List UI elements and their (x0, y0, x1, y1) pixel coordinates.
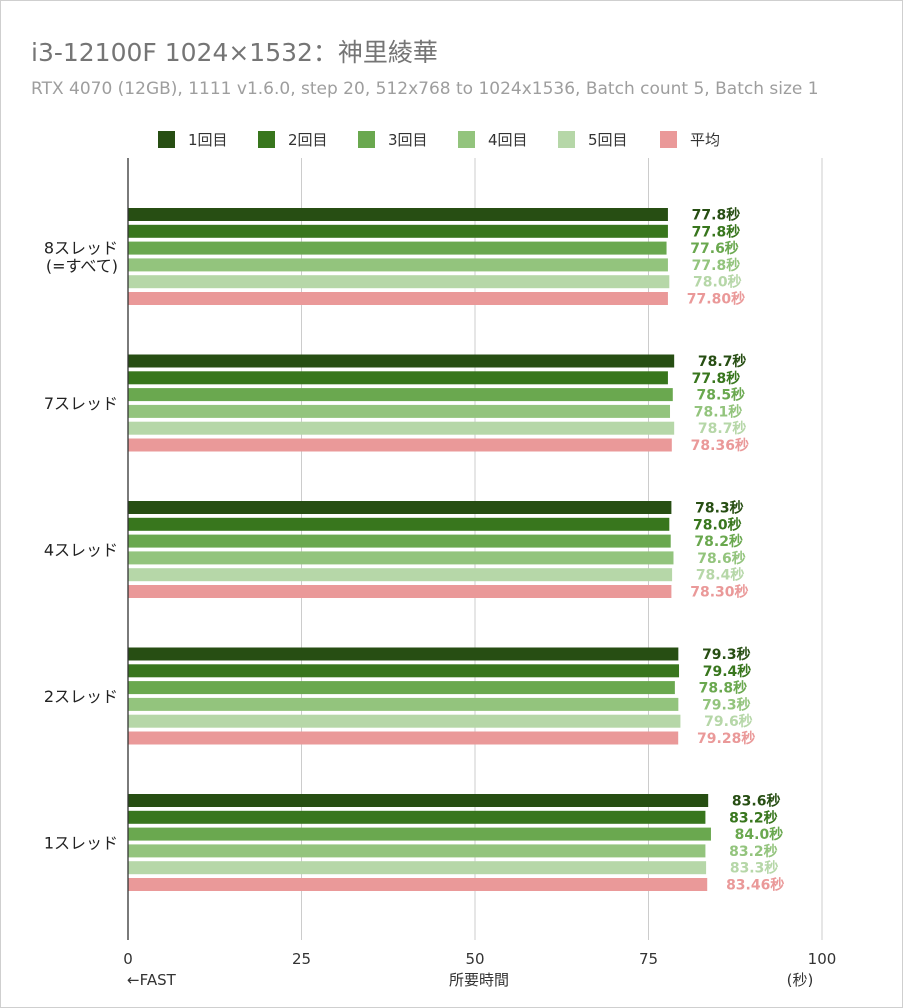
chart-subtitle: RTX 4070 (12GB), 1111 v1.6.0, step 20, 5… (31, 79, 819, 99)
bar-2-1 (128, 354, 675, 368)
data-label: 79.3秒 (702, 696, 751, 713)
category-label: 7スレッド (44, 394, 118, 413)
bar-5-1 (128, 794, 709, 807)
legend-label: 平均 (690, 131, 720, 149)
data-label: 79.28秒 (697, 730, 755, 747)
data-label: 84.0秒 (735, 826, 784, 843)
legend-swatch (458, 131, 475, 148)
data-label: 79.6秒 (704, 713, 753, 730)
data-label: 78.8秒 (699, 680, 748, 697)
bar-3-3 (128, 534, 671, 548)
legend-swatch (358, 131, 375, 148)
category-label: (=すべて) (46, 257, 118, 276)
bar-1-4 (128, 258, 668, 272)
legend-swatch (258, 131, 275, 148)
data-label: 77.8秒 (692, 207, 741, 224)
bar-3-6 (128, 585, 672, 598)
chart-title: i3-12100F 1024×1532：神里綾華 (31, 38, 438, 67)
data-label: 78.7秒 (698, 353, 747, 370)
bar-4-4 (128, 697, 679, 711)
bar-4-3 (128, 681, 675, 695)
legend-swatch (558, 131, 575, 148)
data-label: 78.1秒 (694, 403, 743, 420)
bar-2-2 (128, 371, 668, 385)
bar-2-4 (128, 404, 671, 418)
bar-5-2 (128, 810, 706, 824)
bar-5-3 (128, 827, 711, 841)
bar-1-2 (128, 224, 668, 238)
x-tick-label: 75 (639, 950, 658, 968)
bar-5-6 (128, 878, 708, 891)
x-sublabel-left: ←FAST (127, 971, 177, 989)
data-label: 78.0秒 (693, 274, 742, 291)
x-tick-label: 0 (123, 950, 133, 968)
data-label: 78.7秒 (698, 420, 747, 437)
bar-1-1 (128, 208, 668, 221)
x-tick-label: 100 (808, 950, 837, 968)
legend-label: 3回目 (388, 131, 428, 149)
bar-4-6 (128, 731, 679, 745)
x-tick-label: 50 (465, 950, 484, 968)
data-label: 78.3秒 (695, 500, 744, 517)
data-label: 78.6秒 (697, 550, 746, 567)
category-label: 1スレッド (44, 834, 118, 853)
legend-swatch (660, 131, 677, 148)
data-label: 79.3秒 (702, 646, 751, 663)
x-axis-title: 所要時間 (449, 971, 509, 989)
bar-4-2 (128, 664, 680, 678)
data-label: 78.2秒 (694, 533, 743, 550)
data-label: 78.0秒 (693, 516, 742, 533)
data-label: 77.6秒 (690, 240, 739, 257)
data-label: 79.4秒 (703, 663, 752, 680)
data-label: 77.8秒 (692, 223, 741, 240)
x-tick-label: 25 (292, 950, 311, 968)
data-label: 78.5秒 (697, 387, 746, 404)
bar-2-3 (128, 388, 673, 402)
data-label: 83.3秒 (730, 860, 779, 877)
bar-5-5 (128, 861, 707, 875)
bar-3-4 (128, 551, 674, 565)
data-label: 77.8秒 (692, 370, 741, 387)
bar-4-1 (128, 647, 679, 661)
data-label: 77.80秒 (687, 291, 745, 308)
legend-label: 1回目 (188, 131, 228, 149)
bar-1-3 (128, 241, 667, 255)
data-label: 78.36秒 (691, 437, 749, 454)
data-label: 83.2秒 (729, 809, 778, 826)
bar-2-6 (128, 438, 672, 452)
category-label: 8スレッド (44, 239, 118, 258)
data-label: 78.30秒 (690, 584, 748, 601)
category-label: 4スレッド (44, 541, 118, 560)
bar-3-2 (128, 517, 670, 531)
bar-1-6 (128, 292, 668, 305)
x-sublabel-right: (秒) (787, 971, 814, 989)
legend-swatch (158, 131, 175, 148)
data-label: 83.2秒 (729, 843, 778, 860)
data-label: 78.4秒 (696, 567, 745, 584)
data-label: 83.46秒 (726, 877, 784, 894)
bar-3-5 (128, 568, 673, 582)
category-label: 2スレッド (44, 687, 118, 706)
legend-label: 4回目 (488, 131, 528, 149)
bar-2-5 (128, 421, 675, 435)
bar-3-1 (128, 501, 672, 514)
legend-label: 5回目 (588, 131, 628, 149)
bar-1-5 (128, 275, 670, 289)
legend-label: 2回目 (288, 131, 328, 149)
bar-4-5 (128, 714, 681, 728)
data-label: 77.8秒 (692, 257, 741, 274)
data-label: 83.6秒 (732, 793, 781, 810)
bar-5-4 (128, 844, 706, 858)
